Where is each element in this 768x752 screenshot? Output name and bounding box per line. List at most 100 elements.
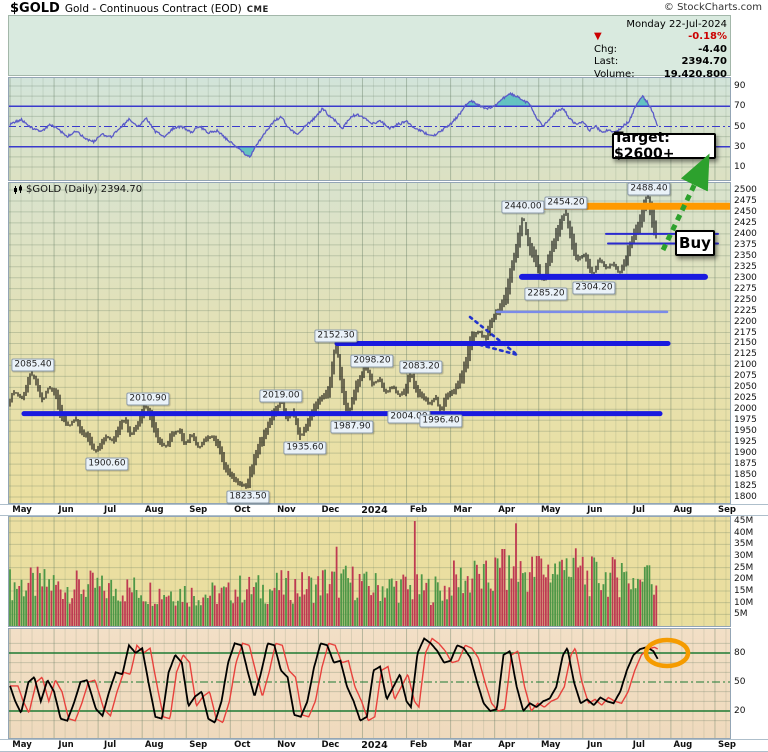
month-label: Jun [587, 740, 603, 750]
y-axis-label: 30 [734, 141, 746, 152]
y-axis-label: 2450 [734, 206, 757, 217]
month-label: Jun [587, 505, 603, 515]
quote-date: Monday 22-Jul-2024 [626, 19, 727, 30]
y-axis-label: 1800 [734, 491, 757, 502]
month-label: Jul [632, 505, 645, 515]
y-axis-label: 1925 [734, 437, 757, 448]
month-label: Oct [234, 505, 251, 515]
y-axis-label: 2125 [734, 349, 757, 360]
price-tag: 1987.90 [330, 420, 374, 434]
last-value: 2394.70 [681, 56, 727, 68]
y-axis-label: 40M [734, 527, 754, 538]
volume-value: 19,420,800 [663, 68, 727, 80]
month-label: May [540, 505, 561, 515]
month-label: Sep [717, 505, 736, 515]
y-axis-label: 2100 [734, 360, 757, 371]
y-axis-label: 2500 [734, 185, 757, 195]
buy-callout: Buy [675, 230, 715, 256]
quote-summary-block: Monday 22-Jul-2024 ▼ -0.18% Chg: -4.40 L… [594, 19, 727, 81]
y-axis-label: 80 [734, 648, 746, 658]
month-label: Mar [453, 740, 472, 750]
y-axis-label: 2275 [734, 283, 757, 294]
month-label: Mar [453, 505, 472, 515]
month-label: 2024 [361, 505, 388, 516]
price-tag: 1935.60 [283, 441, 327, 455]
y-axis-label: 20 [734, 706, 746, 716]
y-axis-label: 15M [734, 586, 754, 596]
month-label: Aug [144, 740, 164, 750]
y-axis-label: 45M [734, 516, 754, 526]
last-row: Last: 2394.70 [594, 56, 727, 68]
y-axis-label: 10M [734, 597, 754, 608]
price-tag: 1996.40 [419, 414, 463, 428]
y-axis-label: 2075 [734, 371, 757, 382]
stochastic-panel [8, 628, 731, 739]
month-label: Aug [144, 505, 164, 515]
change-row: Chg: -4.40 [594, 43, 727, 55]
y-axis-label: 2000 [734, 404, 757, 415]
month-label: Jun [58, 740, 74, 750]
y-axis-label: 2475 [734, 195, 757, 206]
y-axis-label: 2150 [734, 338, 757, 349]
volume-panel [8, 516, 731, 627]
y-axis-label: 2025 [734, 393, 757, 404]
y-axis-label: 50 [734, 121, 746, 132]
price-tag: 2098.20 [350, 354, 394, 368]
y-axis-label: 1825 [734, 481, 757, 492]
price-tag: 2010.90 [126, 392, 170, 406]
y-axis-label: 1900 [734, 448, 757, 459]
exchange-label: CME [246, 5, 269, 15]
y-axis-label: 35M [734, 539, 754, 550]
chart-legend: $GOLD (Daily) 2394.70 [13, 184, 142, 195]
y-axis-label: 2300 [734, 272, 757, 283]
month-label: Nov [277, 505, 296, 515]
price-tag: 2285.20 [524, 287, 568, 301]
month-label: Jul [104, 505, 117, 515]
y-axis-label: 1875 [734, 459, 757, 470]
month-label: Apr [498, 505, 516, 515]
quote-panel: Monday 22-Jul-2024 ▼ -0.18% Chg: -4.40 L… [8, 15, 731, 80]
month-label: Jul [632, 740, 645, 750]
down-arrow-icon: ▼ [594, 31, 602, 43]
month-label: Jun [58, 505, 74, 515]
month-label: 2024 [361, 740, 388, 751]
price-tag: 1823.50 [226, 490, 270, 504]
y-axis-label: 1975 [734, 415, 757, 426]
ticker-symbol: $GOLD [10, 1, 60, 16]
month-label: Jul [104, 740, 117, 750]
price-tag: 2488.40 [627, 182, 671, 196]
price-tag: 2083.20 [399, 360, 443, 374]
month-label: Sep [189, 740, 208, 750]
y-axis-label: 5M [734, 609, 748, 620]
chart-title-bar: $GOLD Gold - Continuous Contract (EOD) C… [10, 1, 269, 16]
chart-type-icon [14, 184, 22, 194]
month-label: May [12, 505, 32, 515]
y-axis-label: 2375 [734, 239, 757, 250]
month-label: Dec [321, 505, 340, 515]
y-axis-label: 90 [734, 81, 746, 91]
price-panel [8, 182, 731, 504]
y-axis-label: 2350 [734, 250, 757, 261]
y-axis-label: 2050 [734, 382, 757, 393]
price-tag: 1900.60 [85, 457, 129, 471]
chart-legend-text: $GOLD (Daily) 2394.70 [26, 184, 143, 195]
month-label: Nov [277, 740, 296, 750]
y-axis-label: 2400 [734, 228, 757, 239]
x-axis-strip-bottom: May Jun Jul Aug Sep Oct Nov Dec 2024 Feb Mar Apr May… [0, 739, 768, 752]
month-label: May [12, 740, 32, 750]
y-axis-label: 2200 [734, 316, 757, 327]
percent-change-row: ▼ -0.18% [594, 31, 727, 43]
y-axis-label: 2175 [734, 327, 757, 338]
y-axis-label: 1850 [734, 470, 757, 481]
month-label: Feb [409, 740, 428, 750]
price-tag: 2152.30 [314, 329, 358, 343]
ticker-description: Gold - Continuous Contract (EOD) [64, 3, 242, 15]
month-label: Aug [673, 740, 693, 750]
price-tag: 2304.20 [572, 281, 616, 295]
month-label: Apr [498, 740, 516, 750]
y-axis-label: 30M [734, 551, 754, 561]
y-axis-label: 1950 [734, 426, 757, 437]
price-tag: 2454.20 [544, 196, 588, 210]
y-axis-label: 2250 [734, 294, 757, 305]
